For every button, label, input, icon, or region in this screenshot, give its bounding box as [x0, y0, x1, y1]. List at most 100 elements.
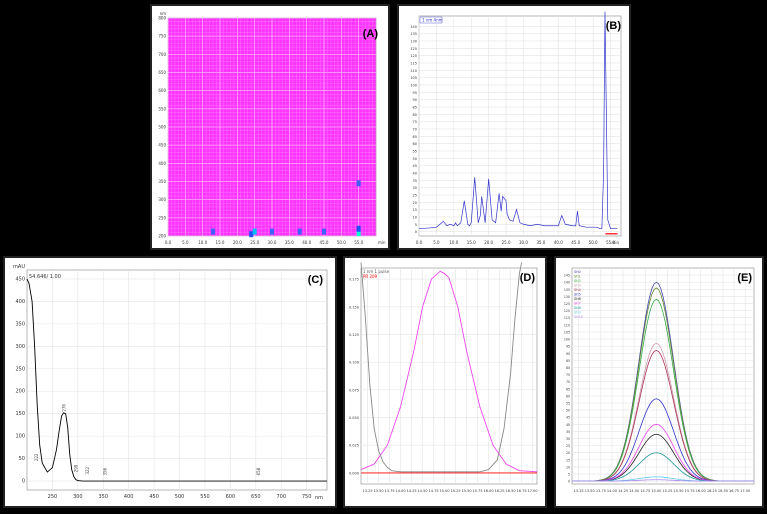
x-tick-label: 30.0 [519, 240, 528, 245]
legend-box [419, 16, 443, 24]
peak-annotation: 222 [34, 453, 39, 461]
y-tick-label: 10 [413, 215, 417, 219]
y-tick-label: 0.175 [349, 278, 359, 282]
x-tick-label: 20.0 [484, 240, 493, 245]
panel-e-label: (E) [737, 272, 752, 284]
y-tick-label: 90 [413, 98, 417, 102]
x-tick-label: 15.25 [662, 489, 672, 493]
x-tick-label: 25.0 [502, 240, 511, 245]
x-tick-label: 14.25 [407, 489, 417, 493]
legend-entry: 1 nm 4nm [422, 18, 443, 23]
y-tick-label: 550 [158, 106, 166, 111]
y-tick-label: 600 [158, 88, 166, 93]
y-tick-label: 130 [410, 39, 417, 43]
y-tick-label: 50 [413, 157, 417, 161]
y-tick-label: 110 [564, 323, 570, 327]
y-tick-label: 40 [413, 171, 417, 175]
panel-c: 250 300 350 400 450 500 550 600 650 700 750 0 50 100 1… [3, 256, 337, 508]
x-tick-label: 50.0 [337, 240, 346, 245]
heatmap-hotspot [356, 225, 361, 232]
x-tick-label: 20.0 [233, 240, 242, 245]
x-axis-label: min [611, 240, 619, 245]
y-tick-label: 10 [566, 465, 570, 469]
series-line [360, 262, 523, 473]
x-tick-label: 45.0 [320, 240, 329, 245]
y-tick-label: 200 [158, 234, 166, 239]
y-tick-label: 15 [413, 208, 417, 212]
x-tick-label: 0.0 [416, 240, 423, 245]
y-tick-label: 135 [410, 32, 417, 36]
legend-entry: 1 nm 1 pulse [363, 269, 390, 274]
y-tick-label: 105 [410, 76, 417, 80]
y-tick-label: 800 [158, 16, 166, 21]
panel-d: 13.25 13.50 13.75 14.00 14.25 14.50 14.75 15.00… [343, 256, 547, 508]
y-tick-label: 0.100 [349, 361, 359, 365]
x-tick-label: 16.25 [707, 489, 717, 493]
x-tick-label: 16.50 [506, 489, 516, 493]
legend-entry: Sh6 [574, 297, 582, 301]
x-tick-label: 14.00 [607, 489, 617, 493]
x-tick-label: 650 [251, 494, 261, 500]
heatmap-hotspot [252, 228, 257, 235]
y-tick-label: 80 [566, 366, 570, 370]
x-tick-label: 250 [48, 494, 58, 500]
peak-annotation: 299 [73, 464, 78, 472]
peak-annotation: 658 [256, 467, 261, 475]
x-tick-label: 13.50 [374, 489, 384, 493]
y-tick-label: 125 [410, 47, 417, 51]
chart-d: 13.25 13.50 13.75 14.00 14.25 14.50 14.75 15.00… [349, 262, 538, 493]
x-tick-label: 17.00 [528, 489, 538, 493]
heatmap-hotspot [211, 228, 216, 235]
y-axis-label: mAU [13, 264, 25, 270]
panel-a-label: (A) [362, 28, 378, 40]
x-tick-label: 400 [124, 494, 134, 500]
plot-area [418, 15, 622, 237]
panel-b-label: (B) [605, 20, 621, 32]
y-tick-label: 400 [158, 161, 166, 166]
x-tick-label: 0.0 [165, 240, 172, 245]
chart-c: 250 300 350 400 450 500 550 600 650 700 750 0 50 100 1… [13, 264, 328, 501]
y-tick-label: 105 [564, 330, 570, 334]
x-tick-label: 13.75 [596, 489, 606, 493]
y-tick-label: 20 [566, 451, 570, 455]
y-tick-label: 700 [158, 52, 166, 57]
x-tick-label: 15.75 [473, 489, 483, 493]
legend-entry: Sh0 [574, 270, 582, 274]
x-tick-label: 16.75 [517, 489, 527, 493]
y-tick-label: 300 [15, 344, 25, 350]
y-tick-label: 70 [566, 380, 570, 384]
y-tick-label: 55 [566, 402, 570, 406]
x-tick-label: 14.75 [429, 489, 439, 493]
x-tick-label: 14.75 [640, 489, 650, 493]
y-tick-label: 350 [15, 321, 25, 327]
y-tick-label: 5 [568, 473, 570, 477]
y-tick-label: 50 [19, 456, 25, 462]
y-tick-label: 80 [413, 113, 417, 117]
x-tick-label: 13.50 [585, 489, 595, 493]
x-tick-label: 25.0 [250, 240, 259, 245]
y-tick-label: 85 [413, 105, 417, 109]
legend-entry: Sh1 [574, 275, 581, 279]
legend-entry: Sh4 [574, 288, 582, 292]
y-axis-label: nm [160, 11, 167, 16]
legend-entry: 54.646/ 1.00 [29, 274, 61, 280]
y-tick-label: 0.000 [349, 471, 359, 475]
peak-annotation: 356 [102, 467, 107, 475]
x-tick-label: 16.50 [718, 489, 728, 493]
series-line [572, 479, 754, 482]
y-tick-label: 125 [564, 302, 570, 306]
series-line [360, 270, 538, 473]
heatmap-hotspot [356, 230, 361, 237]
panel-d-label: (D) [519, 272, 535, 284]
x-tick-label: 750 [302, 494, 312, 500]
heatmap-hotspot [322, 228, 326, 235]
x-tick-label: 15.75 [685, 489, 695, 493]
x-tick-label: 15.00 [440, 489, 450, 493]
y-tick-label: 450 [158, 143, 166, 148]
y-tick-label: 350 [158, 179, 166, 184]
y-tick-label: 500 [158, 125, 166, 130]
x-tick-label: 55.0 [354, 240, 363, 245]
y-tick-label: 140 [564, 281, 570, 285]
heatmap-hotspot [270, 228, 274, 235]
y-tick-label: 5 [415, 223, 417, 227]
